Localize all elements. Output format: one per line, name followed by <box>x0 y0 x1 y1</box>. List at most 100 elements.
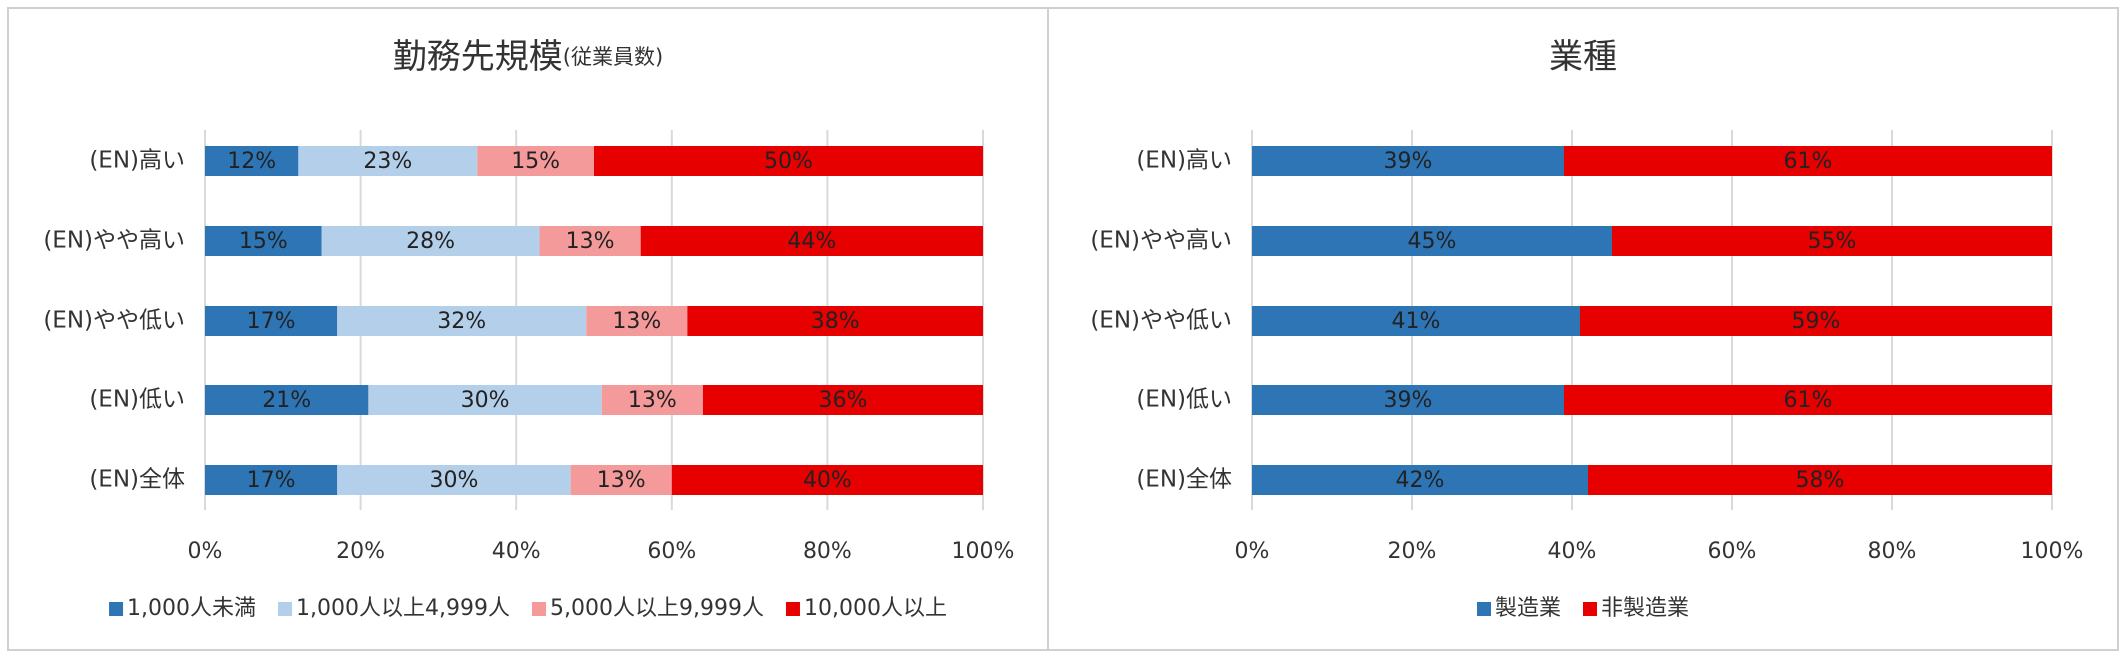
bar-segment <box>671 465 983 495</box>
legend-swatch <box>532 602 546 616</box>
data-label: 58% <box>1796 468 1845 493</box>
data-label: 21% <box>262 388 311 413</box>
bar-segment <box>1252 385 1564 415</box>
bar-segment <box>1588 465 2052 495</box>
x-tick-label: 0% <box>1235 539 1270 564</box>
data-label: 42% <box>1396 468 1445 493</box>
x-tick-label: 20% <box>336 539 385 564</box>
legend-swatch <box>1583 602 1597 616</box>
bar-segment <box>702 385 983 415</box>
y-tick-label: (EN)高い <box>89 148 185 174</box>
legend-swatch <box>278 602 293 616</box>
bar-segment <box>477 146 594 176</box>
bar-segment <box>337 306 587 336</box>
bar-segment <box>594 146 983 176</box>
y-tick-label: (EN)やや低い <box>1090 308 1232 334</box>
legend-swatch <box>109 602 124 616</box>
data-label: 17% <box>247 309 296 334</box>
y-tick-label: (EN)やや低い <box>43 308 185 334</box>
x-tick-label: 80% <box>1868 539 1917 564</box>
y-tick-label: (EN)全体 <box>89 467 185 493</box>
legend-label: 5,000人以上9,999人 <box>550 596 764 621</box>
title-sub: (従業員数) <box>563 45 663 69</box>
bar-segment <box>1564 385 2052 415</box>
bar-segment <box>205 226 322 256</box>
x-tick-label: 0% <box>188 539 223 564</box>
legend-swatch <box>1476 602 1491 616</box>
data-label: 15% <box>239 229 288 254</box>
data-label: 39% <box>1384 149 1433 174</box>
data-label: 13% <box>612 309 661 334</box>
data-label: 44% <box>787 229 836 254</box>
legend-label: 製造業 <box>1495 596 1561 621</box>
data-label: 30% <box>461 388 510 413</box>
bar-segment <box>586 306 688 336</box>
x-tick-label: 100% <box>952 539 1015 564</box>
y-tick-label: (EN)低い <box>1136 387 1232 413</box>
legend-label: 非製造業 <box>1601 596 1689 621</box>
data-label: 13% <box>597 468 646 493</box>
legend: 製造業 非製造業 <box>1476 596 1689 621</box>
legend-label: 10,000人以上 <box>804 596 947 621</box>
bar-segment <box>1252 306 1580 336</box>
data-label: 39% <box>1384 388 1433 413</box>
data-label: 32% <box>437 309 486 334</box>
bar-segment <box>1580 306 2052 336</box>
legend: 1,000人未満 1,000人以上4,999人 5,000人以上9,999人 10,0… <box>109 596 947 621</box>
x-tick-label: 80% <box>803 539 852 564</box>
data-label: 59% <box>1792 309 1841 334</box>
bar-segment <box>205 306 338 336</box>
legend-label: 1,000人以上4,999人 <box>296 596 510 621</box>
bar-segment <box>205 146 299 176</box>
chart-title: 業種 <box>1549 37 1617 77</box>
bar-segment <box>1252 146 1564 176</box>
x-tick-label: 60% <box>1708 539 1757 564</box>
legend-swatch <box>785 602 800 616</box>
bar-segment <box>601 385 703 415</box>
bar-segment <box>205 465 338 495</box>
panel-frame <box>1047 7 2119 651</box>
bar-segment <box>368 385 602 415</box>
bar-segment <box>1252 465 1588 495</box>
title-main: 勤務先規模 <box>393 37 563 77</box>
legend-label: 1,000人未満 <box>127 596 256 621</box>
data-label: 17% <box>247 468 296 493</box>
data-label: 28% <box>406 229 455 254</box>
data-label: 45% <box>1408 229 1457 254</box>
bar-segment <box>640 226 983 256</box>
y-tick-label: (EN)やや高い <box>43 228 185 254</box>
y-tick-label: (EN)高い <box>1136 148 1232 174</box>
data-label: 15% <box>511 149 560 174</box>
title-main: 業種 <box>1549 37 1617 77</box>
bar-segment <box>337 465 571 495</box>
bar-segment <box>539 226 641 256</box>
chart-title: 勤務先規模(従業員数) <box>393 37 663 77</box>
data-label: 61% <box>1784 388 1833 413</box>
bar-segment <box>687 306 983 336</box>
data-label: 12% <box>227 149 276 174</box>
x-tick-label: 60% <box>647 539 696 564</box>
y-tick-label: (EN)やや高い <box>1090 228 1232 254</box>
data-label: 61% <box>1784 149 1833 174</box>
bar-segment <box>1564 146 2052 176</box>
data-label: 50% <box>764 149 813 174</box>
x-tick-label: 40% <box>492 539 541 564</box>
data-label: 55% <box>1808 229 1857 254</box>
data-label: 38% <box>811 309 860 334</box>
x-tick-label: 40% <box>1548 539 1597 564</box>
y-tick-label: (EN)低い <box>89 387 185 413</box>
bar-segment <box>205 385 369 415</box>
bar-segment <box>298 146 478 176</box>
data-label: 23% <box>363 149 412 174</box>
x-tick-label: 100% <box>2021 539 2084 564</box>
x-tick-label: 20% <box>1388 539 1437 564</box>
data-label: 13% <box>566 229 615 254</box>
y-tick-label: (EN)全体 <box>1136 467 1232 493</box>
data-label: 36% <box>819 388 868 413</box>
data-label: 41% <box>1392 309 1441 334</box>
bar-segment <box>1252 226 1612 256</box>
bar-segment <box>570 465 672 495</box>
data-label: 30% <box>430 468 479 493</box>
data-label: 40% <box>803 468 852 493</box>
